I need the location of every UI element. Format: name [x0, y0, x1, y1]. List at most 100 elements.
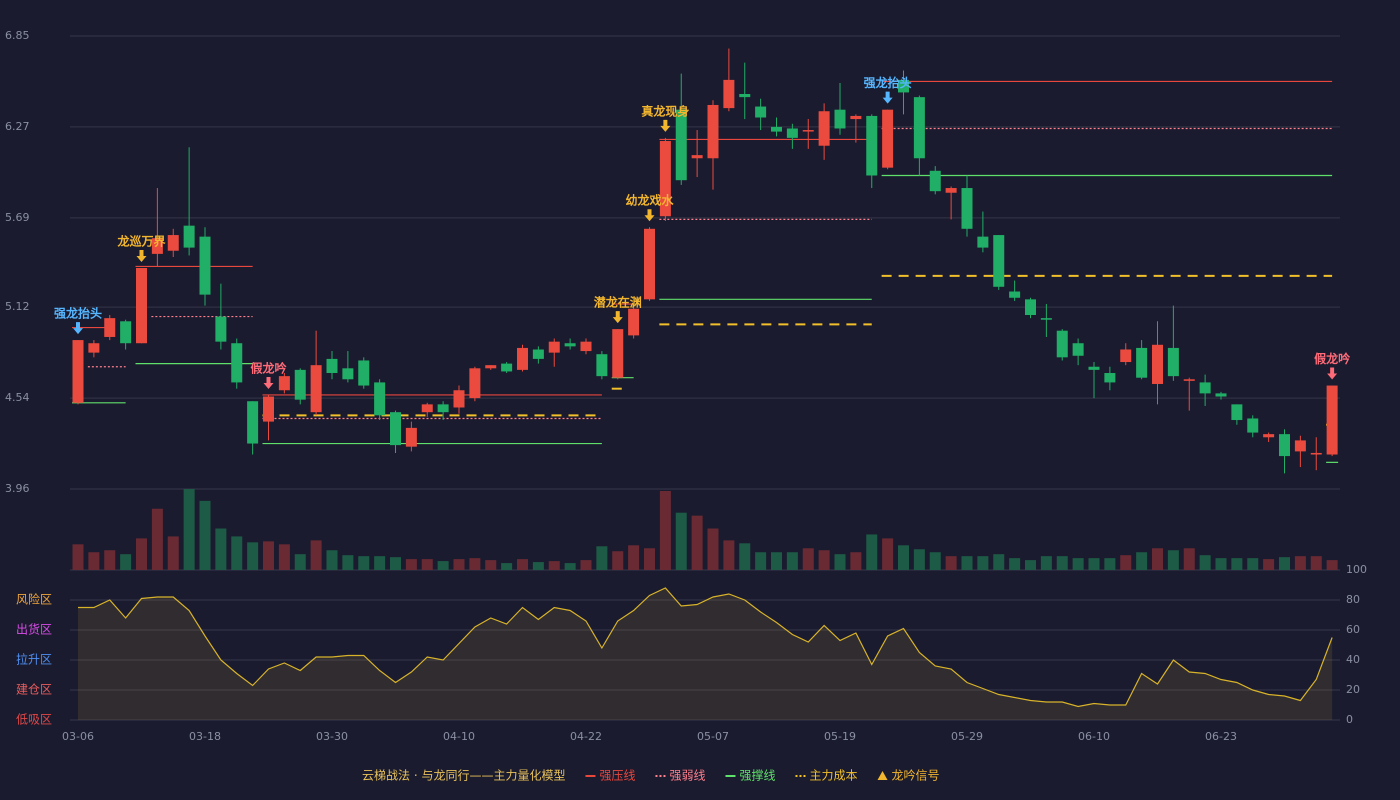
candle-body: [1040, 318, 1052, 320]
candle-body: [405, 427, 417, 447]
volume-bar: [278, 544, 290, 570]
x-tick-label: 06-10: [1078, 730, 1110, 743]
volume-bar: [1072, 558, 1084, 570]
candle-body: [136, 267, 147, 344]
candle-body: [659, 141, 671, 217]
signal-label: 强龙抬头: [54, 306, 102, 321]
volume-bar: [739, 543, 751, 570]
zone-label: 建仓区: [16, 683, 52, 697]
x-tick-label: 06-23: [1205, 730, 1237, 743]
volume-bar: [1009, 558, 1021, 570]
candle-body: [548, 341, 560, 353]
candle-body: [945, 188, 957, 193]
signal-label: 假龙吟: [1314, 351, 1350, 366]
volume-bar: [771, 552, 782, 570]
candle-body: [294, 369, 306, 400]
volume-bar: [691, 515, 703, 570]
candle-body: [723, 79, 735, 109]
candle-body: [183, 225, 195, 248]
legend-title: 云梯战法 · 与龙同行——主力量化模型: [362, 769, 565, 783]
candle-body: [1183, 379, 1195, 381]
x-tick-label: 04-10: [443, 730, 475, 743]
y-tick-label: 6.27: [5, 120, 30, 133]
candle-body: [167, 235, 179, 251]
volume-bar: [374, 556, 386, 570]
volume-bar: [120, 554, 132, 570]
candle-body: [929, 170, 941, 192]
candle-body: [1247, 418, 1259, 433]
volume-bar: [628, 545, 640, 570]
volume-bar: [596, 546, 608, 570]
legend-label: 强弱线: [669, 769, 705, 783]
volume-bar: [755, 552, 767, 570]
candle-body: [755, 106, 767, 118]
x-tick-label: 03-30: [316, 730, 348, 743]
candle-body: [898, 79, 909, 93]
legend-label: 龙吟信号: [892, 768, 940, 783]
volume-bar: [612, 551, 624, 570]
candle-body: [517, 347, 528, 370]
volume-bar: [263, 541, 274, 570]
volume-bar: [675, 512, 687, 570]
volume-bar: [786, 552, 798, 570]
candle-body: [850, 115, 862, 120]
volume-bar: [1310, 556, 1322, 570]
volume-bar: [866, 534, 878, 570]
candle-body: [1104, 373, 1116, 383]
signal-label: 假龙吟: [250, 360, 286, 375]
volume-bar: [183, 489, 195, 570]
signal-arrow: [73, 322, 83, 335]
candle-body: [72, 340, 84, 403]
zone-label: 拉升区: [16, 652, 52, 667]
candle-body: [961, 188, 973, 229]
volume-bar: [405, 559, 417, 570]
volume-bar: [977, 556, 989, 570]
candle-body: [342, 368, 354, 380]
volume-bar: [1167, 550, 1179, 570]
candle-body: [628, 308, 640, 336]
candle-body: [596, 354, 608, 377]
signal-arrow: [644, 209, 655, 222]
legend-label: 主力成本: [810, 769, 858, 783]
candle-body: [390, 412, 401, 446]
signal-label: 龙巡万界: [117, 233, 165, 248]
candle-body: [199, 236, 211, 295]
candle-body: [215, 316, 227, 342]
volume-bar: [1025, 560, 1036, 570]
volume-bar: [215, 528, 227, 570]
candle-body: [421, 404, 433, 413]
volume-bar: [1294, 556, 1306, 570]
signal-arrow: [660, 119, 671, 132]
candle-body: [1294, 440, 1306, 452]
y-tick-label: 5.69: [5, 211, 30, 224]
x-tick-label: 03-18: [189, 730, 221, 743]
candle-body: [485, 365, 497, 369]
volume-bar: [898, 545, 909, 570]
candle-body: [913, 97, 925, 159]
x-tick-label: 05-29: [951, 730, 983, 743]
volume-bar: [1136, 552, 1148, 570]
volume-bar: [1088, 558, 1100, 570]
volume-bar: [802, 548, 814, 570]
volume-bar: [1183, 548, 1195, 570]
candle-body: [453, 390, 465, 408]
candle-body: [501, 363, 513, 372]
volume-bar: [358, 556, 370, 570]
candle-body: [88, 343, 100, 353]
y2-tick-label: 20: [1346, 683, 1360, 696]
candle-body: [1199, 382, 1211, 394]
signal-arrow: [882, 91, 893, 104]
candle-body: [580, 341, 592, 352]
candle-body: [1025, 299, 1036, 316]
volume-bar: [1326, 560, 1338, 570]
candle-body: [739, 93, 751, 98]
candle-body: [707, 104, 719, 159]
candle-body: [882, 109, 894, 168]
candle-body: [1215, 393, 1227, 397]
indicator-line: [78, 587, 1333, 708]
volume-bar: [151, 508, 163, 570]
candle-body: [231, 343, 243, 383]
y2-tick-label: 60: [1346, 623, 1360, 636]
candle-body: [1310, 452, 1322, 455]
